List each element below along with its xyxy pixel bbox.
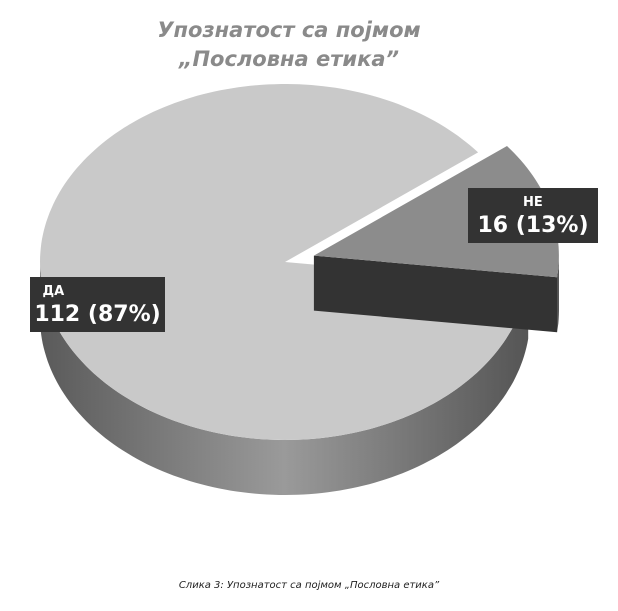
data-label: 16 (13%)	[477, 213, 588, 238]
slice-side	[40, 262, 529, 495]
slice	[313, 146, 559, 278]
label-box	[30, 277, 165, 332]
category-label: ДА	[43, 284, 65, 299]
slice-wall	[313, 255, 558, 333]
chart-title: Упознатост са појмом „Пословна етика”	[157, 18, 421, 71]
data-label: 112 (87%)	[34, 302, 160, 327]
category-label: НЕ	[523, 195, 543, 210]
slice-side	[557, 255, 559, 333]
label-box	[468, 188, 598, 243]
slice	[40, 84, 529, 440]
caption: Слика 3: Упознатост са појмом „Пословна …	[178, 580, 440, 591]
